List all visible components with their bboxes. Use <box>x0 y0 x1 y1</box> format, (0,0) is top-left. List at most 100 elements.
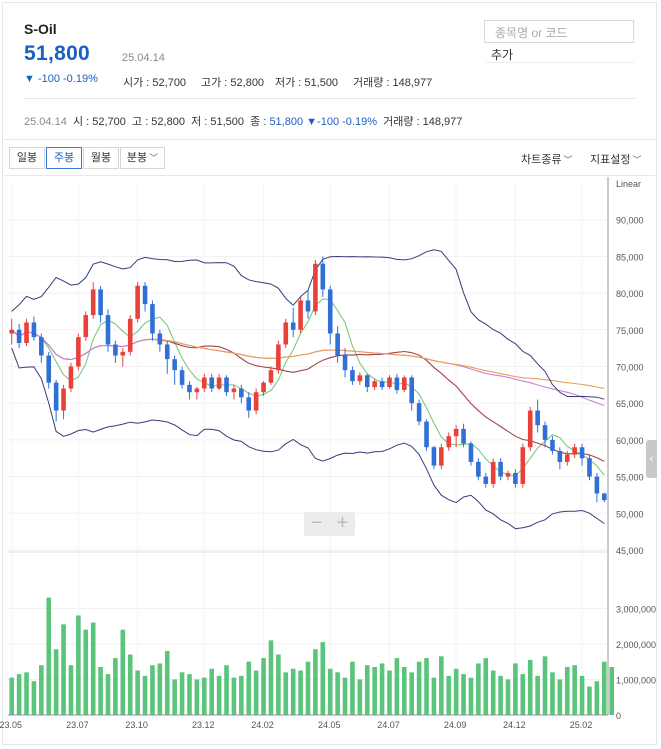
candle-body <box>239 388 244 398</box>
volume-bar <box>498 675 503 715</box>
chart-type-menu[interactable]: 차트종류 ﹀ <box>521 151 573 167</box>
ma-120-line <box>152 338 605 389</box>
tab-daily[interactable]: 일봉 <box>9 147 45 169</box>
volume-bar <box>187 674 192 715</box>
low-price: 저가 : 51,500 <box>275 77 339 89</box>
zoom-out-button[interactable]: − <box>310 512 323 534</box>
candle-body <box>53 382 59 411</box>
price-tick-label: 80,000 <box>616 289 644 299</box>
volume-bar <box>372 667 377 715</box>
panel-toggle-handle[interactable]: ‹ <box>646 440 657 478</box>
candle-body <box>476 461 481 477</box>
price-change: ▼ -100 -0.19% <box>24 73 98 85</box>
ma-5-line <box>11 298 605 477</box>
candle-body <box>298 300 303 330</box>
volume-bar <box>216 675 222 715</box>
candle-body <box>157 333 163 345</box>
volume-bar <box>239 675 244 715</box>
volume-bars <box>9 597 614 715</box>
candle-body <box>350 370 355 382</box>
candle-body <box>9 329 14 334</box>
volume-bar <box>505 679 511 715</box>
volume-bar <box>127 654 133 715</box>
summary-open: 시 : 52,700 <box>72 116 126 128</box>
volume-bar <box>209 668 214 715</box>
tab-weekly[interactable]: 주봉 <box>46 147 82 169</box>
candle-body <box>127 318 133 352</box>
price-tick-label: 75,000 <box>616 326 644 336</box>
candle-body <box>142 285 148 305</box>
volume-bar <box>602 661 607 715</box>
volume-bar <box>402 667 407 715</box>
candle-body <box>276 344 281 371</box>
candle-body <box>335 333 340 356</box>
chevron-down-icon: ﹀ <box>149 153 159 163</box>
volume-bar <box>90 622 96 715</box>
time-tick-label: 23.05 <box>0 720 22 730</box>
volume-bar <box>461 674 466 715</box>
time-tick-label: 23.10 <box>125 720 148 730</box>
volume-bar <box>550 672 555 715</box>
candle-body <box>83 315 89 338</box>
price-tick-label: 60,000 <box>616 436 644 446</box>
volume-bar <box>350 661 355 715</box>
volume-bar <box>594 681 600 715</box>
volume-bar <box>61 624 66 715</box>
volume-tick-label: 1,000,000 <box>616 675 656 685</box>
time-tick-label: 24.05 <box>318 720 341 730</box>
candle-body <box>253 392 259 411</box>
candle-body <box>468 443 474 462</box>
candle-body <box>246 397 252 411</box>
summary-date: 25.04.14 <box>24 116 67 128</box>
candle-body <box>572 447 577 455</box>
volume-bar <box>290 668 296 715</box>
minute-dropdown[interactable]: 분봉 ﹀ <box>120 147 165 169</box>
price-tick-label: 55,000 <box>616 473 644 483</box>
volume-bar <box>468 677 474 715</box>
search-input[interactable]: 종목명 or 코드 <box>484 20 634 43</box>
summary-bar: 25.04.14 시 : 52,700 고 : 52,800 저 : 51,50… <box>24 113 462 129</box>
volume-bar <box>357 679 363 715</box>
summary-volume: 거래량 : 148,977 <box>383 116 463 128</box>
tab-monthly[interactable]: 월봉 <box>83 147 119 169</box>
indicator-menu[interactable]: 지표설정 ﹀ <box>590 151 642 167</box>
candle-body <box>439 447 444 466</box>
candlesticks <box>9 256 607 503</box>
candle-body <box>320 263 326 290</box>
stock-name: S-Oil <box>24 21 57 37</box>
add-button[interactable]: 추가 <box>491 48 514 62</box>
volume-bar <box>320 642 326 715</box>
high-price: 고가 : 52,800 <box>201 77 265 89</box>
candle-body <box>535 410 540 426</box>
volume-bar <box>490 670 496 715</box>
candle-body <box>513 472 518 484</box>
candle-body <box>113 344 118 356</box>
volume-bar <box>439 656 444 715</box>
candle-body <box>557 450 563 462</box>
candle-body <box>194 388 200 393</box>
candle-body <box>224 377 229 393</box>
candle-body <box>387 377 392 388</box>
volume-bar <box>394 658 400 715</box>
volume-bar <box>46 597 52 715</box>
candle-body <box>305 300 311 312</box>
candle-body <box>594 476 600 494</box>
volume-bar <box>327 668 333 715</box>
volume-bar <box>202 677 207 715</box>
zoom-in-button[interactable]: + <box>336 512 349 534</box>
chart-type-label: 차트종류 <box>521 154 562 166</box>
volume-bar <box>105 674 111 715</box>
candle-body <box>16 329 22 344</box>
volume-bar <box>98 667 103 715</box>
candle-body <box>31 322 37 338</box>
candle-body <box>172 359 177 371</box>
candle-body <box>453 428 459 437</box>
volume-bar <box>579 675 585 715</box>
candle-body <box>409 377 414 404</box>
volume-bar <box>609 667 614 715</box>
candle-body <box>68 366 74 389</box>
divider <box>4 139 655 140</box>
chevron-down-icon: ﹀ <box>632 155 642 165</box>
candle-body <box>105 315 111 345</box>
